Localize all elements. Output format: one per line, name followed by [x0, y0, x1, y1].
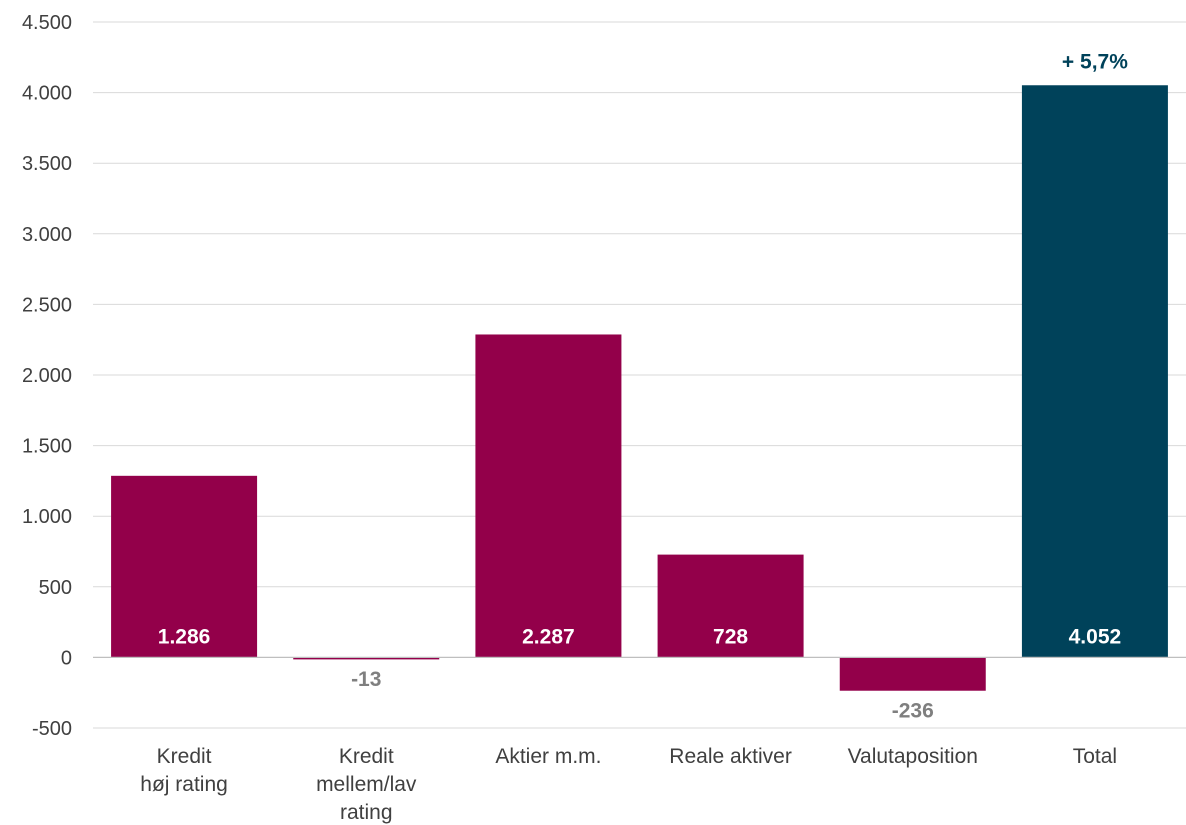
y-tick-label: 3.000	[22, 224, 72, 246]
value-label: 4.052	[1069, 625, 1122, 648]
annotations: + 5,7%	[1062, 50, 1128, 73]
bar	[1021, 85, 1168, 658]
category-label-line: Kredit	[157, 745, 212, 768]
bar	[111, 475, 258, 658]
y-tick-label: 2.000	[22, 365, 72, 387]
bar	[475, 334, 622, 658]
y-tick-label: -500	[32, 718, 72, 740]
y-tick-label: 3.500	[22, 153, 72, 175]
y-tick-label: 500	[39, 577, 72, 599]
category-label: Reale aktiver	[669, 745, 792, 768]
category-label-line: rating	[340, 801, 393, 824]
bar	[657, 554, 804, 658]
category-label-line: høj rating	[140, 773, 228, 796]
category-label-line: Kredit	[339, 745, 394, 768]
value-label: -13	[351, 668, 381, 691]
gridlines	[93, 21, 1186, 729]
y-tick-label: 4.000	[22, 83, 72, 105]
y-tick-label: 1.500	[22, 436, 72, 458]
category-label-line: Aktier m.m.	[495, 745, 601, 768]
x-axis: Kredit høj rating Kredit mellem/lav rating Ak…	[93, 656, 1186, 824]
bar	[293, 657, 440, 660]
y-axis: 4.500 4.000 3.500 3.000 2.500 2.000 1.500 1.000…	[22, 12, 72, 740]
y-tick-label: 4.500	[22, 12, 72, 34]
total-change-annotation: + 5,7%	[1062, 50, 1128, 73]
y-tick-label: 1.000	[22, 506, 72, 528]
bars	[111, 85, 1168, 691]
value-labels: 1.286 -13 2.287 728 -236 4.052	[158, 625, 1121, 722]
y-tick-label: 0	[61, 647, 72, 669]
category-label: Kredit høj rating	[140, 745, 228, 796]
category-label-line: Valutaposition	[848, 745, 978, 768]
value-label: -236	[892, 700, 934, 723]
category-label-line: Reale aktiver	[669, 745, 792, 768]
category-label: Total	[1073, 745, 1117, 768]
category-label: Aktier m.m.	[495, 745, 601, 768]
value-label: 728	[713, 625, 748, 648]
value-label: 1.286	[158, 625, 211, 648]
category-label-line: mellem/lav	[316, 773, 417, 796]
category-label: Kredit mellem/lav rating	[316, 745, 417, 824]
category-label: Valutaposition	[848, 745, 978, 768]
bar	[839, 657, 986, 691]
category-label-line: Total	[1073, 745, 1117, 768]
y-tick-label: 2.500	[22, 294, 72, 316]
value-label: 2.287	[522, 625, 575, 648]
